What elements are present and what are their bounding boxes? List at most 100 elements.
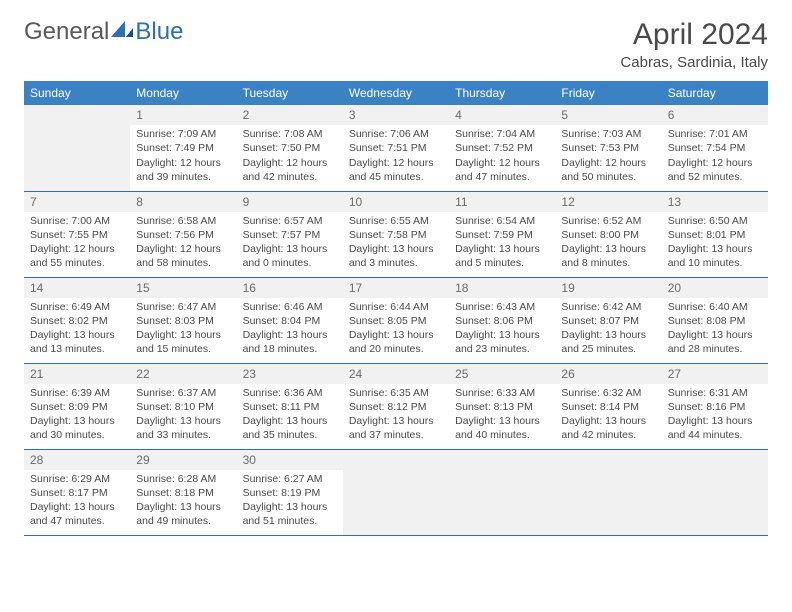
day-number: 5 <box>555 105 661 125</box>
daylight-line: Daylight: 13 hours and 47 minutes. <box>30 500 124 528</box>
calendar-day-cell: 17Sunrise: 6:44 AMSunset: 8:05 PMDayligh… <box>343 277 449 363</box>
calendar-day-cell: 1Sunrise: 7:09 AMSunset: 7:49 PMDaylight… <box>130 105 236 191</box>
daylight-line: Daylight: 13 hours and 35 minutes. <box>243 414 337 442</box>
calendar-empty-cell <box>555 449 661 535</box>
daylight-line: Daylight: 12 hours and 39 minutes. <box>136 156 230 184</box>
weekday-header: Friday <box>555 81 661 105</box>
sunset-line: Sunset: 8:11 PM <box>243 400 337 414</box>
day-number: 14 <box>24 278 130 298</box>
calendar-day-cell: 5Sunrise: 7:03 AMSunset: 7:53 PMDaylight… <box>555 105 661 191</box>
sunset-line: Sunset: 8:14 PM <box>561 400 655 414</box>
calendar-week-row: 28Sunrise: 6:29 AMSunset: 8:17 PMDayligh… <box>24 449 768 535</box>
location: Cabras, Sardinia, Italy <box>620 54 768 71</box>
day-number: 25 <box>449 364 555 384</box>
weekday-header: Thursday <box>449 81 555 105</box>
sunrise-line: Sunrise: 7:01 AM <box>668 127 762 141</box>
sunrise-line: Sunrise: 6:47 AM <box>136 300 230 314</box>
day-number: 1 <box>130 105 236 125</box>
daylight-line: Daylight: 13 hours and 20 minutes. <box>349 328 443 356</box>
daylight-line: Daylight: 13 hours and 37 minutes. <box>349 414 443 442</box>
daylight-line: Daylight: 12 hours and 42 minutes. <box>243 156 337 184</box>
sunset-line: Sunset: 8:09 PM <box>30 400 124 414</box>
calendar-day-cell: 30Sunrise: 6:27 AMSunset: 8:19 PMDayligh… <box>237 449 343 535</box>
daylight-line: Daylight: 13 hours and 44 minutes. <box>668 414 762 442</box>
day-number: 16 <box>237 278 343 298</box>
calendar-day-cell: 14 Sunrise: 6:49 AMSunset: 8:02 PMDayligh… <box>24 277 130 363</box>
sunrise-line: Sunrise: 6:49 AM <box>30 300 124 314</box>
sunrise-line: Sunrise: 6:28 AM <box>136 472 230 486</box>
calendar-empty-cell <box>449 449 555 535</box>
sunrise-line: Sunrise: 6:27 AM <box>243 472 337 486</box>
sunset-line: Sunset: 8:04 PM <box>243 314 337 328</box>
day-number: 21 <box>24 364 130 384</box>
weekday-header: Sunday <box>24 81 130 105</box>
sunset-line: Sunset: 8:19 PM <box>243 486 337 500</box>
calendar-table: SundayMondayTuesdayWednesdayThursdayFrid… <box>24 81 768 536</box>
sunrise-line: Sunrise: 6:37 AM <box>136 386 230 400</box>
calendar-day-cell: 7Sunrise: 7:00 AMSunset: 7:55 PMDaylight… <box>24 191 130 277</box>
calendar-header-row: SundayMondayTuesdayWednesdayThursdayFrid… <box>24 81 768 105</box>
daylight-line: Daylight: 13 hours and 10 minutes. <box>668 242 762 270</box>
day-number: 17 <box>343 278 449 298</box>
sunrise-line: Sunrise: 6:33 AM <box>455 386 549 400</box>
daylight-line: Daylight: 13 hours and 8 minutes. <box>561 242 655 270</box>
sunrise-line: Sunrise: 6:54 AM <box>455 214 549 228</box>
sunset-line: Sunset: 8:18 PM <box>136 486 230 500</box>
calendar-day-cell: 21Sunrise: 6:39 AMSunset: 8:09 PMDayligh… <box>24 363 130 449</box>
month-title: April 2024 <box>620 18 768 52</box>
sunrise-line: Sunrise: 6:35 AM <box>349 386 443 400</box>
sunrise-line: Sunrise: 6:52 AM <box>561 214 655 228</box>
day-number: 9 <box>237 192 343 212</box>
calendar-day-cell: 24Sunrise: 6:35 AMSunset: 8:12 PMDayligh… <box>343 363 449 449</box>
sunrise-line: Sunrise: 7:09 AM <box>136 127 230 141</box>
sunrise-line: Sunrise: 6:32 AM <box>561 386 655 400</box>
sunrise-line: Sunrise: 6:50 AM <box>668 214 762 228</box>
sunset-line: Sunset: 7:59 PM <box>455 228 549 242</box>
sunset-line: Sunset: 7:58 PM <box>349 228 443 242</box>
calendar-week-row: 1Sunrise: 7:09 AMSunset: 7:49 PMDaylight… <box>24 105 768 191</box>
sunset-line: Sunset: 8:17 PM <box>30 486 124 500</box>
logo-sail-icon <box>111 18 133 46</box>
sunset-line: Sunset: 8:06 PM <box>455 314 549 328</box>
header: General Blue April 2024 Cabras, Sardinia… <box>24 18 768 71</box>
day-number: 3 <box>343 105 449 125</box>
daylight-line: Daylight: 12 hours and 58 minutes. <box>136 242 230 270</box>
calendar-day-cell: 3Sunrise: 7:06 AMSunset: 7:51 PMDaylight… <box>343 105 449 191</box>
sunset-line: Sunset: 8:08 PM <box>668 314 762 328</box>
calendar-day-cell: 11Sunrise: 6:54 AMSunset: 7:59 PMDayligh… <box>449 191 555 277</box>
sunrise-line: Sunrise: 7:03 AM <box>561 127 655 141</box>
sunrise-line: Sunrise: 6:42 AM <box>561 300 655 314</box>
calendar-day-cell: 19Sunrise: 6:42 AMSunset: 8:07 PMDayligh… <box>555 277 661 363</box>
calendar-day-cell: 8Sunrise: 6:58 AMSunset: 7:56 PMDaylight… <box>130 191 236 277</box>
sunrise-line: Sunrise: 6:58 AM <box>136 214 230 228</box>
sunset-line: Sunset: 7:56 PM <box>136 228 230 242</box>
day-number: 24 <box>343 364 449 384</box>
daylight-line: Daylight: 13 hours and 0 minutes. <box>243 242 337 270</box>
weekday-header: Monday <box>130 81 236 105</box>
sunset-line: Sunset: 7:51 PM <box>349 141 443 155</box>
weekday-header: Saturday <box>662 81 768 105</box>
sunset-line: Sunset: 8:00 PM <box>561 228 655 242</box>
weekday-header: Wednesday <box>343 81 449 105</box>
sunset-line: Sunset: 8:05 PM <box>349 314 443 328</box>
sunrise-line: Sunrise: 6:55 AM <box>349 214 443 228</box>
day-number: 13 <box>662 192 768 212</box>
calendar-day-cell: 29Sunrise: 6:28 AMSunset: 8:18 PMDayligh… <box>130 449 236 535</box>
title-block: April 2024 Cabras, Sardinia, Italy <box>620 18 768 71</box>
sunset-line: Sunset: 8:10 PM <box>136 400 230 414</box>
calendar-day-cell: 22Sunrise: 6:37 AMSunset: 8:10 PMDayligh… <box>130 363 236 449</box>
weekday-header: Tuesday <box>237 81 343 105</box>
sunrise-line: Sunrise: 6:36 AM <box>243 386 337 400</box>
sunrise-line: Sunrise: 6:57 AM <box>243 214 337 228</box>
sunrise-line: Sunrise: 7:00 AM <box>30 214 124 228</box>
calendar-week-row: 21Sunrise: 6:39 AMSunset: 8:09 PMDayligh… <box>24 363 768 449</box>
daylight-line: Daylight: 13 hours and 3 minutes. <box>349 242 443 270</box>
logo-text-blue: Blue <box>135 18 183 46</box>
calendar-day-cell: 23Sunrise: 6:36 AMSunset: 8:11 PMDayligh… <box>237 363 343 449</box>
daylight-line: Daylight: 12 hours and 47 minutes. <box>455 156 549 184</box>
sunset-line: Sunset: 7:53 PM <box>561 141 655 155</box>
daylight-line: Daylight: 13 hours and 49 minutes. <box>136 500 230 528</box>
day-number: 12 <box>555 192 661 212</box>
sunset-line: Sunset: 8:02 PM <box>30 314 124 328</box>
daylight-line: Daylight: 13 hours and 13 minutes. <box>30 328 124 356</box>
